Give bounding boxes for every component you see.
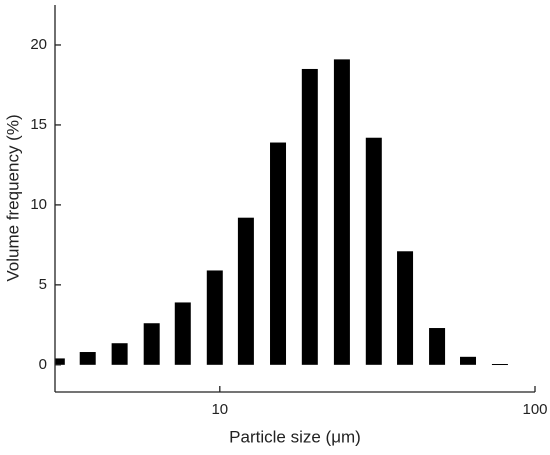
bar (270, 142, 287, 365)
bar (55, 358, 65, 365)
bar (333, 59, 350, 365)
bar (397, 251, 414, 365)
bar (301, 68, 318, 365)
bar (365, 137, 382, 365)
bar (143, 323, 160, 365)
bar (174, 302, 191, 365)
y-tick-label: 20 (30, 36, 47, 53)
plot-area (55, 59, 508, 366)
y-axis-label: Volume frequency (%) (3, 114, 22, 281)
y-tick-label: 5 (39, 276, 47, 293)
bar (206, 270, 223, 365)
y-tick-label: 15 (30, 116, 47, 133)
bar (111, 343, 128, 365)
x-axis-label: Particle size (μm) (229, 427, 361, 446)
bar (429, 328, 446, 365)
bar (460, 356, 477, 365)
x-tick-label: 100 (522, 401, 547, 418)
x-tick-label: 10 (211, 401, 228, 418)
bar (237, 217, 254, 365)
y-tick-label: 0 (39, 356, 47, 373)
bar (79, 352, 96, 365)
bar (491, 364, 508, 366)
y-tick-label: 10 (30, 196, 47, 213)
